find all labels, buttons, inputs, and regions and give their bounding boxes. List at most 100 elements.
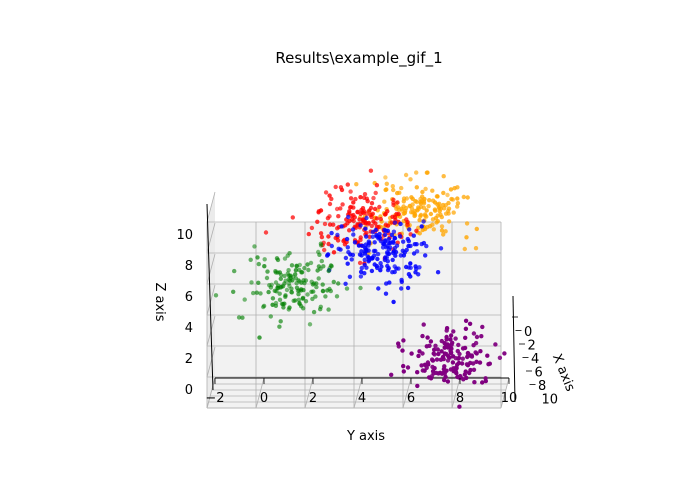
data-point bbox=[358, 269, 364, 275]
data-point bbox=[344, 236, 350, 242]
data-point bbox=[309, 279, 314, 284]
data-point bbox=[369, 201, 375, 206]
data-point bbox=[329, 196, 334, 202]
data-point bbox=[446, 206, 452, 211]
data-point bbox=[263, 230, 269, 235]
data-point bbox=[232, 268, 237, 274]
data-point bbox=[319, 258, 324, 264]
data-point bbox=[311, 289, 316, 294]
data-point bbox=[415, 370, 420, 375]
data-point bbox=[383, 175, 388, 180]
data-point bbox=[405, 219, 410, 225]
data-point bbox=[347, 228, 352, 233]
data-point bbox=[448, 350, 454, 355]
data-point bbox=[430, 188, 435, 193]
data-point bbox=[372, 240, 377, 245]
data-point bbox=[435, 270, 441, 275]
data-point bbox=[331, 222, 336, 227]
data-point bbox=[441, 370, 446, 375]
data-point bbox=[352, 240, 358, 245]
data-point bbox=[429, 357, 435, 362]
data-point bbox=[382, 232, 388, 237]
data-point bbox=[415, 383, 420, 389]
data-point bbox=[371, 219, 376, 224]
data-point bbox=[213, 293, 219, 298]
series-cluster-3 bbox=[325, 214, 444, 305]
data-point bbox=[360, 206, 366, 211]
data-point bbox=[444, 334, 449, 340]
data-point bbox=[446, 200, 451, 206]
data-point bbox=[242, 297, 247, 302]
data-point bbox=[401, 369, 406, 374]
data-point bbox=[323, 294, 328, 299]
data-point bbox=[413, 270, 418, 275]
data-point bbox=[443, 229, 448, 234]
data-point bbox=[441, 190, 446, 196]
data-point bbox=[383, 228, 389, 233]
data-point bbox=[359, 249, 364, 254]
data-point bbox=[433, 343, 438, 348]
data-point bbox=[335, 232, 340, 238]
data-point bbox=[431, 371, 436, 376]
data-point bbox=[270, 296, 276, 301]
x-tick-label: 4 bbox=[531, 352, 539, 367]
data-point bbox=[414, 170, 419, 175]
data-point bbox=[362, 257, 367, 262]
data-point bbox=[486, 362, 491, 367]
data-point bbox=[395, 200, 400, 205]
data-point bbox=[280, 302, 286, 307]
data-point bbox=[252, 244, 257, 249]
data-point bbox=[319, 234, 325, 240]
data-point bbox=[386, 266, 391, 271]
data-point bbox=[416, 205, 421, 210]
data-point bbox=[366, 259, 371, 264]
data-point bbox=[413, 264, 418, 269]
x-tick-label: 6 bbox=[535, 366, 543, 381]
data-point bbox=[420, 333, 425, 339]
data-point bbox=[455, 362, 460, 367]
data-point bbox=[401, 204, 406, 209]
data-point bbox=[422, 362, 428, 367]
data-point bbox=[469, 354, 475, 359]
data-point bbox=[450, 340, 455, 345]
data-point bbox=[311, 309, 317, 315]
data-point bbox=[478, 349, 483, 354]
data-point bbox=[463, 335, 468, 340]
data-point bbox=[367, 234, 372, 239]
data-point bbox=[249, 280, 254, 285]
data-point bbox=[461, 194, 466, 200]
data-point bbox=[322, 247, 327, 253]
data-point bbox=[420, 189, 425, 195]
data-point bbox=[364, 215, 369, 221]
data-point bbox=[464, 375, 469, 381]
data-point bbox=[421, 322, 426, 327]
data-point bbox=[275, 270, 280, 275]
data-point bbox=[378, 261, 383, 266]
data-point bbox=[400, 348, 405, 353]
data-point bbox=[347, 274, 353, 279]
grid-line-y-floor bbox=[255, 377, 265, 409]
data-point bbox=[289, 263, 295, 268]
data-point bbox=[356, 243, 362, 248]
data-point bbox=[327, 201, 333, 207]
data-point bbox=[403, 208, 408, 214]
series-cluster-0 bbox=[389, 318, 507, 409]
data-point bbox=[408, 274, 413, 279]
data-point bbox=[325, 288, 330, 293]
data-point bbox=[345, 261, 350, 266]
data-point bbox=[446, 211, 451, 216]
z-tick-label: 6 bbox=[185, 290, 193, 305]
data-point bbox=[432, 352, 437, 357]
data-point bbox=[256, 280, 261, 285]
data-point bbox=[407, 203, 412, 209]
data-point bbox=[344, 286, 350, 291]
data-point bbox=[338, 247, 343, 252]
data-point bbox=[467, 321, 473, 326]
data-point bbox=[424, 208, 429, 213]
data-point bbox=[358, 274, 364, 279]
data-point bbox=[358, 285, 363, 291]
data-point bbox=[348, 196, 354, 201]
data-point bbox=[317, 252, 322, 257]
data-point bbox=[467, 370, 472, 376]
data-point bbox=[299, 304, 304, 309]
